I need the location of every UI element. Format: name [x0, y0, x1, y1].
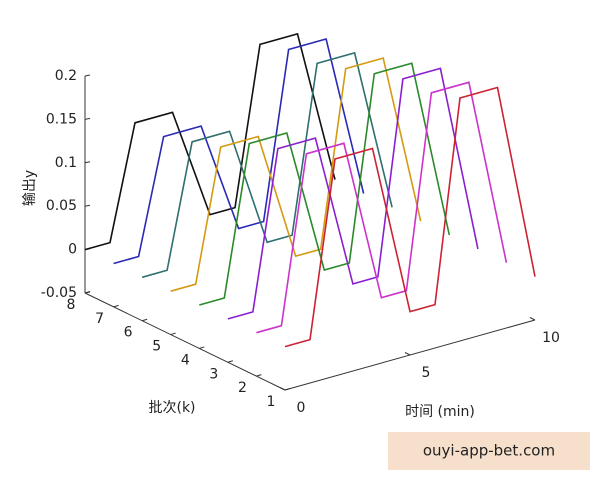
k-axis-line — [84, 292, 286, 391]
batch-line — [170, 57, 422, 292]
watermark: ouyi-app-bet.com — [423, 442, 555, 460]
x-tick — [404, 352, 411, 356]
z-tick — [84, 117, 91, 120]
batch-line — [227, 67, 479, 320]
batch-line — [199, 62, 451, 306]
batch-line — [113, 38, 365, 265]
k-tick-label: 5 — [152, 339, 161, 355]
k-tick-label: 1 — [267, 394, 276, 410]
z-tick — [84, 74, 91, 77]
k-tick — [170, 332, 176, 336]
x-tick-label: 0 — [297, 400, 306, 416]
z-tick — [84, 161, 91, 164]
k-tick — [199, 346, 205, 349]
z-tick — [84, 204, 91, 207]
k-tick-label: 8 — [67, 297, 76, 313]
k-tick-label: 7 — [95, 311, 104, 327]
batch-line — [256, 81, 508, 334]
z-tick-label: 0 — [68, 242, 77, 258]
k-tick-label: 6 — [124, 325, 133, 341]
x-tick-label: 10 — [542, 330, 560, 346]
batch-line — [84, 32, 336, 251]
z-tick-label: 0.15 — [46, 111, 77, 127]
k-tick — [84, 291, 91, 294]
k-tick-label: 3 — [209, 366, 218, 382]
k-tick — [284, 388, 291, 391]
batch-line — [284, 86, 536, 348]
k-tick — [227, 360, 234, 363]
z-axis-title: 输出y — [22, 170, 38, 206]
watermark-box — [388, 432, 590, 470]
x-tick — [279, 387, 286, 391]
k-tick — [256, 374, 262, 377]
k-tick — [141, 318, 148, 322]
x-tick-label: 5 — [422, 365, 431, 381]
k-tick-label: 2 — [238, 380, 247, 396]
z-tick-label: 0.2 — [55, 68, 77, 84]
z-tick-label: 0.1 — [55, 155, 77, 171]
z-tick-label: -0.05 — [41, 285, 77, 301]
k-tick-label: 4 — [181, 352, 190, 368]
x-axis-title: 时间 (min) — [405, 404, 475, 420]
k-tick — [113, 304, 119, 308]
x-tick — [529, 317, 536, 321]
k-axis-title: 批次(k) — [148, 400, 195, 416]
z-tick-label: 0.05 — [46, 198, 77, 214]
batch-line — [141, 51, 393, 279]
